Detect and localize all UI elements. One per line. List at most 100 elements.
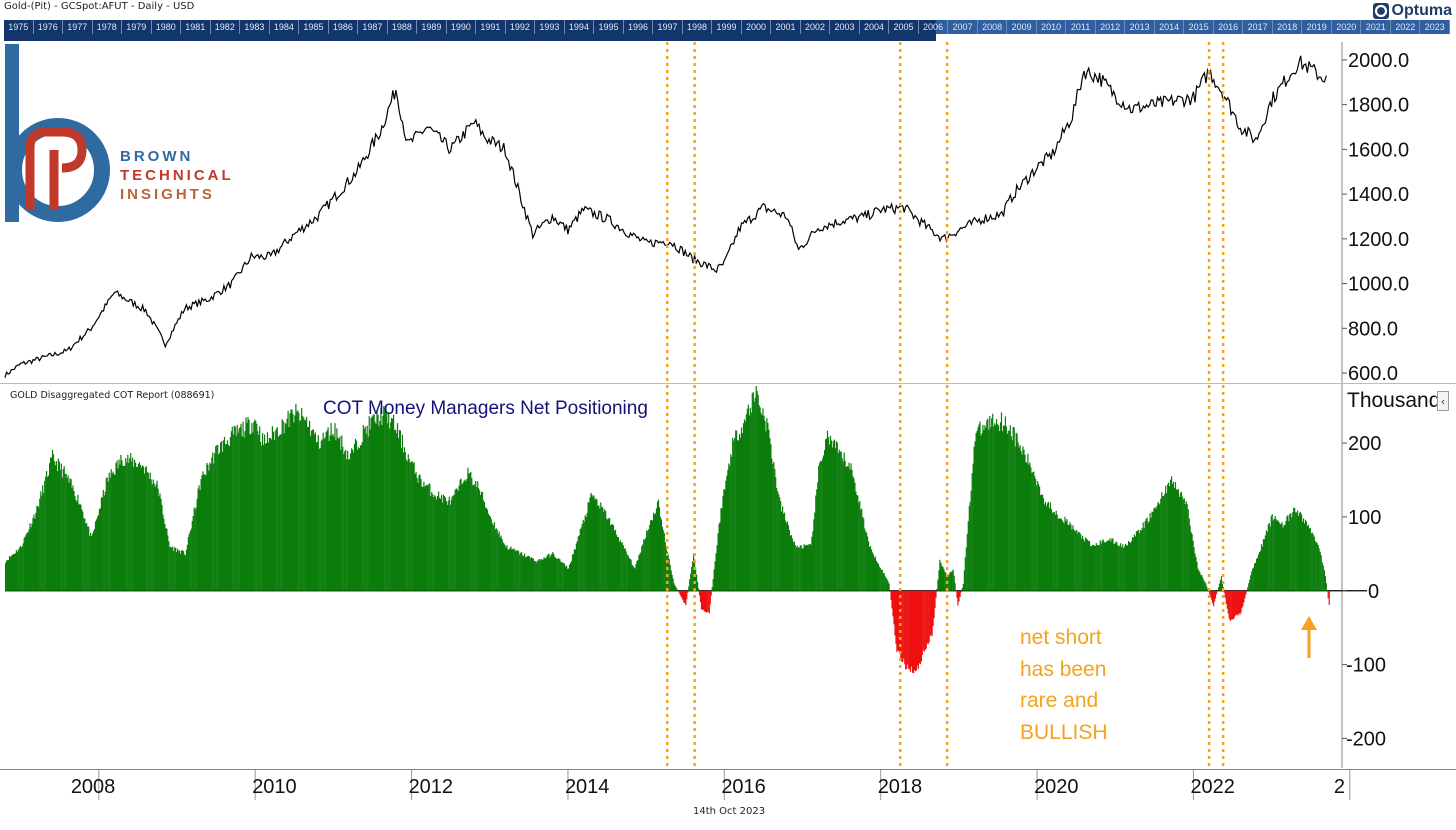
cot-bar [636,560,638,591]
cot-bar [446,504,448,591]
year-cell[interactable]: 2004 [860,20,890,34]
year-cell[interactable]: 2000 [742,20,772,34]
cot-bar [82,511,84,591]
cot-bar [823,455,825,591]
cot-bar [1049,502,1051,591]
cot-bar [1178,496,1180,591]
year-cell[interactable]: 1994 [565,20,595,34]
cot-bar [133,467,135,591]
year-cell[interactable]: 2013 [1125,20,1155,34]
cot-bar [178,550,180,591]
year-cell[interactable]: 1977 [63,20,93,34]
year-cell[interactable]: 1996 [624,20,654,34]
year-navigator-strip[interactable]: 1975 1976 1977 1978 1979 1980 1981 1982 1983 1984… [4,20,1450,34]
year-cell[interactable]: 2021 [1361,20,1391,34]
year-cell[interactable]: 2012 [1096,20,1126,34]
cot-bar [1225,590,1227,604]
cot-bar [1116,542,1118,591]
cot-bar [749,407,751,591]
year-cell[interactable]: 2016 [1214,20,1244,34]
cot-bar [277,436,279,591]
cot-bar [474,484,476,591]
year-cell[interactable]: 2002 [801,20,831,34]
cot-bar [1118,545,1120,591]
cot-bar [309,436,312,591]
year-cell[interactable]: 1982 [211,20,241,34]
year-cell[interactable]: 2019 [1302,20,1332,34]
cot-bar [246,422,248,591]
cot-bar [855,491,857,591]
year-cell[interactable]: 1975 [4,20,34,34]
cot-bar [1192,540,1194,591]
year-cell[interactable]: 2011 [1066,20,1096,34]
cot-bar [840,451,842,591]
cot-bar [872,554,875,591]
year-cell[interactable]: 1979 [122,20,152,34]
year-cell[interactable]: 2006 [919,20,949,34]
year-cell[interactable]: 1999 [712,20,742,34]
year-cell[interactable]: 1986 [329,20,359,34]
cot-bar [537,560,539,591]
year-cell[interactable]: 2020 [1332,20,1362,34]
cot-bar [390,422,392,591]
year-cell[interactable]: 1983 [240,20,270,34]
cot-bar [1002,425,1005,591]
cot-bar [819,462,821,591]
cot-bar [792,542,794,591]
cot-bar [12,554,14,591]
cot-bar [482,500,485,591]
cot-bar [387,423,389,591]
annotation-line-4: BULLISH [1020,720,1108,744]
cot-bar [77,494,79,591]
cot-bar [1177,489,1179,591]
year-cell[interactable]: 1990 [447,20,477,34]
panel-collapse-button[interactable]: ‹ [1437,391,1449,411]
cot-bar [410,461,412,591]
year-cell[interactable]: 1984 [270,20,300,34]
year-cell[interactable]: 2008 [978,20,1008,34]
year-cell[interactable]: 2003 [830,20,860,34]
year-cell[interactable]: 2005 [889,20,919,34]
cot-bar [53,461,56,591]
year-cell[interactable]: 1980 [152,20,182,34]
year-cell[interactable]: 1985 [299,20,329,34]
cot-bar [1300,512,1302,591]
cot-bar [1268,523,1270,591]
year-cell[interactable]: 1992 [506,20,536,34]
cot-bar [141,465,143,591]
cot-tick-label: -200 [1346,728,1386,750]
cot-bar [719,522,721,591]
cot-bar [906,590,908,670]
year-cell[interactable]: 1991 [476,20,506,34]
cot-bar [221,441,223,591]
cot-bar [1203,580,1205,591]
year-cell[interactable]: 1981 [181,20,211,34]
year-cell[interactable]: 1978 [93,20,123,34]
year-cell[interactable]: 1997 [653,20,683,34]
cot-bar [115,463,117,591]
cot-bar [311,429,314,591]
year-cell[interactable]: 2023 [1420,20,1450,34]
year-cell[interactable]: 2022 [1391,20,1421,34]
year-cell[interactable]: 2009 [1007,20,1037,34]
cot-bar [592,496,594,591]
cot-bar [34,518,36,591]
year-cell[interactable]: 2010 [1037,20,1067,34]
year-cell[interactable]: 1998 [683,20,713,34]
gold-price-line [4,55,1327,378]
year-cell[interactable]: 2018 [1273,20,1303,34]
year-cell[interactable]: 1993 [535,20,565,34]
year-cell[interactable]: 2015 [1184,20,1214,34]
cot-bar [857,495,859,591]
cot-bar [208,470,210,591]
year-cell[interactable]: 1995 [594,20,624,34]
year-cell[interactable]: 1989 [417,20,447,34]
year-cell[interactable]: 2001 [771,20,801,34]
year-cell[interactable]: 2017 [1243,20,1273,34]
year-cell[interactable]: 1988 [388,20,418,34]
year-cell[interactable]: 1987 [358,20,388,34]
year-cell[interactable]: 2014 [1155,20,1185,34]
cot-bar [1302,518,1305,591]
year-cell[interactable]: 2007 [948,20,978,34]
year-cell[interactable]: 1976 [34,20,63,34]
